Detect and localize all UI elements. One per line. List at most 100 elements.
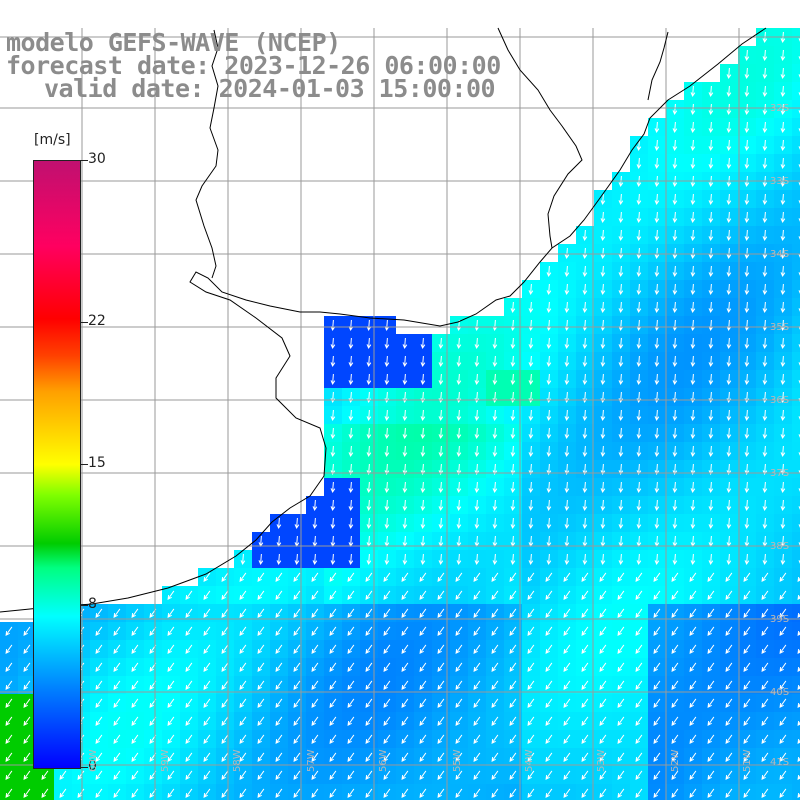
wind-arrow [113,734,121,744]
wind-arrow [780,157,786,170]
wind-arrow [599,770,607,780]
wind-arrow [636,373,642,386]
wind-arrow [636,139,642,152]
wind-arrow [365,716,373,726]
wind-arrow [311,734,319,744]
wind-arrow [383,590,391,600]
wind-arrow [618,355,624,368]
wind-arrow [708,481,714,494]
wind-arrow [726,103,732,116]
wind-arrow [581,572,589,582]
wind-arrow [167,752,175,762]
wind-arrow [672,481,678,494]
wind-arrow [545,716,553,726]
wind-arrow [113,626,121,636]
wind-arrow [474,373,480,386]
wind-arrow [455,662,463,672]
colorbar [33,160,81,769]
wind-arrow [23,716,31,726]
wind-arrow [743,734,751,744]
wind-arrow [437,608,445,618]
wind-speed-cell [594,784,612,800]
wind-arrow [95,644,103,654]
wind-arrow [762,427,768,440]
wind-arrow [437,734,445,744]
wind-arrow [726,265,732,278]
wind-arrow [780,247,786,260]
wind-arrow [95,698,103,708]
latitude-label: 38S [770,541,790,552]
wind-arrow [473,698,481,708]
wind-arrow [762,463,768,476]
wind-arrow [744,445,750,458]
wind-arrow [600,517,606,530]
wind-arrow [636,301,642,314]
wind-arrow [618,409,624,422]
wind-speed-cell [792,406,800,424]
wind-arrow [5,734,13,744]
wind-arrow [311,572,319,582]
wind-arrow [329,662,337,672]
wind-arrow [527,662,535,672]
wind-arrow [384,427,390,440]
wind-arrow [672,553,678,566]
wind-arrow [491,770,499,780]
wind-arrow [671,752,679,762]
wind-speed-cell [792,298,800,316]
wind-arrow [257,590,265,600]
wind-arrow [744,517,750,530]
wind-arrow [275,770,283,780]
wind-speed-cell [792,550,800,568]
wind-arrow [672,265,678,278]
wind-arrow [762,193,768,206]
wind-arrow [780,211,786,224]
wind-arrow [636,427,642,440]
wind-speed-cell [792,730,800,748]
wind-arrow [780,229,786,242]
wind-speed-cell [486,784,504,800]
wind-arrow [762,211,768,224]
wind-arrow [690,553,696,566]
wind-arrow [348,319,354,332]
wind-arrow [762,499,768,512]
wind-arrow [383,662,391,672]
wind-arrow [635,626,643,636]
wind-arrow [743,698,751,708]
wind-arrow [329,716,337,726]
wind-arrow [131,770,139,780]
wind-speed-cell [792,424,800,442]
wind-arrow [762,103,768,116]
wind-arrow [671,788,679,798]
wind-arrow [527,716,535,726]
wind-arrow [563,716,571,726]
wind-arrow [384,463,390,476]
wind-arrow [473,608,481,618]
wind-arrow [348,463,354,476]
wind-speed-cell [468,784,486,800]
wind-arrow [347,608,355,618]
wind-arrow [384,337,390,350]
wind-arrow [473,626,481,636]
wind-arrow [762,67,768,80]
wind-arrow [671,698,679,708]
wind-speed-cell [792,676,800,694]
wind-arrow [618,247,624,260]
wind-arrow [402,337,408,350]
wind-arrow [257,716,265,726]
wind-speed-cell [792,496,800,514]
wind-arrow [167,626,175,636]
wind-arrow [257,608,265,618]
wind-arrow [239,626,247,636]
wind-arrow [438,337,444,350]
wind-arrow [275,680,283,690]
wind-arrow [221,788,229,798]
wind-arrow [491,644,499,654]
wind-arrow [690,193,696,206]
wind-arrow [348,427,354,440]
wind-arrow [600,211,606,224]
wind-arrow [510,427,516,440]
wind-arrow [689,770,697,780]
wind-speed-cell [360,784,378,800]
wind-arrow [131,752,139,762]
wind-speed-cell [792,622,800,640]
